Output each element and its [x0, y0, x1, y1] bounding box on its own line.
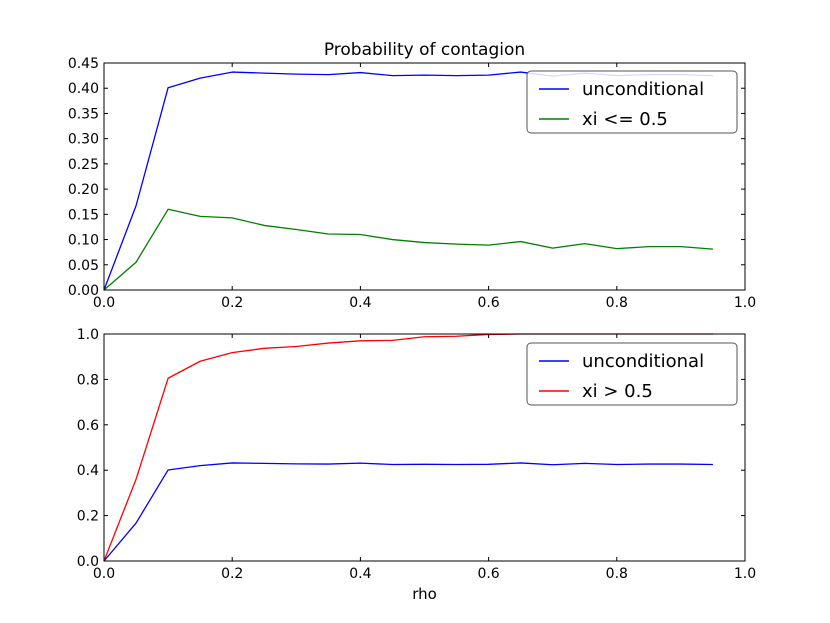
y-tick-label: 0.10 [68, 233, 99, 249]
y-tick-label: 0.40 [68, 81, 99, 97]
y-tick-label: 0.0 [77, 554, 99, 570]
legend: unconditional xi <= 0.5 [526, 70, 738, 134]
x-tick-label: 0.0 [93, 566, 115, 582]
y-tick-label: 0.6 [77, 418, 99, 434]
y-tick-label: 0.00 [68, 283, 99, 299]
legend-entry: unconditional [582, 79, 704, 100]
legend-entry: unconditional [582, 351, 704, 372]
series-line-xi-0-5 [103, 208, 714, 291]
x-tick-label: 0.6 [477, 566, 499, 582]
x-axis-label: rho [412, 585, 437, 603]
x-tick-label: 0.6 [477, 295, 499, 311]
y-tick-label: 0.45 [68, 56, 99, 72]
legend-box [526, 342, 738, 406]
legend: unconditional xi > 0.5 [526, 342, 738, 406]
y-tick-label: 0.35 [68, 106, 99, 122]
x-tick-label: 1.0 [734, 566, 756, 582]
x-tick-label: 0.4 [349, 566, 371, 582]
y-tick-label: 0.05 [68, 258, 99, 274]
axes-frame [103, 62, 746, 291]
y-tick-label: 0.2 [77, 509, 99, 525]
y-tick-label: 0.25 [68, 157, 99, 173]
legend-entry: xi > 0.5 [582, 381, 653, 402]
y-tick-label: 0.20 [68, 182, 99, 198]
chart-title: Probability of contagion [324, 40, 525, 60]
y-tick-label: 0.15 [68, 207, 99, 223]
chart-1: Probability of contagion 0.0 0.2 0.4 0.6 0.8 1… [68, 40, 756, 311]
legend-box [526, 70, 738, 134]
chart-2: 0.0 0.2 0.4 0.6 0.8 1.0 0.0 0.2 0.4 0.6 0.8 1.0 rho u… [77, 327, 756, 603]
y-tick-label: 0.30 [68, 132, 99, 148]
x-tick-label: 0.4 [349, 295, 371, 311]
x-tick-label: 0.8 [606, 295, 628, 311]
x-tick-label: 0.2 [221, 295, 243, 311]
y-tick-label: 0.8 [77, 372, 99, 388]
axes-frame [103, 333, 746, 562]
x-tick-label: 1.0 [734, 295, 756, 311]
x-tick-label: 0.2 [221, 566, 243, 582]
x-tick-label: 0.8 [606, 566, 628, 582]
y-tick-label: 0.4 [77, 463, 99, 479]
x-tick-label: 0.0 [93, 295, 115, 311]
y-tick-label: 1.0 [77, 327, 99, 343]
legend-entry: xi <= 0.5 [582, 109, 668, 130]
series-line-unconditional [103, 462, 713, 562]
